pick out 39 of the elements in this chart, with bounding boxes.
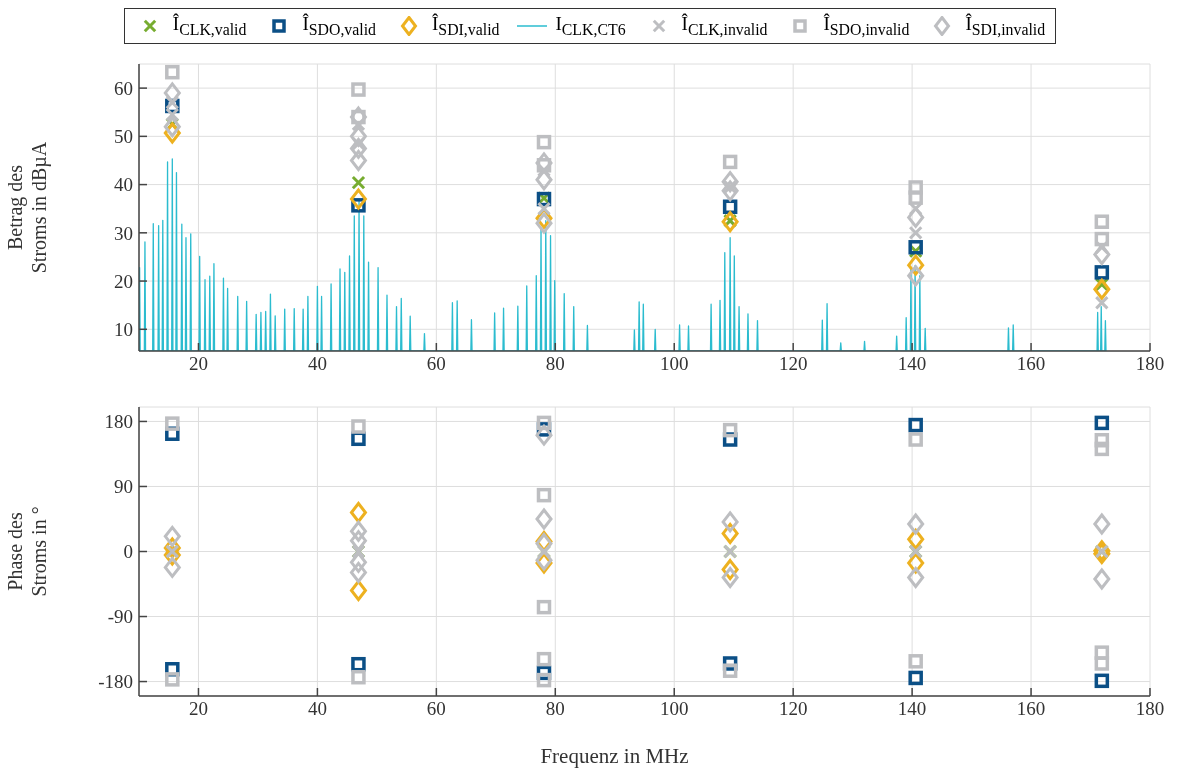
legend-label: Î$_{SDO,valid}$ [302, 13, 377, 39]
y-tick-label: 50 [114, 125, 133, 147]
x-tick-label: 40 [307, 353, 327, 375]
y-tick-label: -90 [107, 606, 133, 628]
x-tick-label: 100 [659, 353, 689, 375]
x-tick-label: 180 [1135, 698, 1165, 720]
y-axis-title: Betrag des Stroms in dBµA [4, 140, 51, 274]
legend-label: Î$_{CLK,invalid}$ [681, 13, 768, 39]
y-tick-label: 40 [114, 174, 133, 196]
x-tick-label: 160 [1016, 353, 1046, 375]
y-tick-label: 0 [123, 541, 133, 563]
y-tick-label: 180 [104, 410, 133, 432]
y-tick-label: 90 [114, 476, 133, 498]
x-tick-label: 20 [188, 353, 208, 375]
legend-label: Î$_{CLK,valid}$ [172, 13, 247, 39]
x-tick-label: 120 [778, 698, 808, 720]
x-tick-label: 180 [1135, 353, 1165, 375]
x-tick-label: 40 [307, 698, 327, 720]
x-tick-label: 80 [545, 353, 565, 375]
x-tick-label: 80 [545, 698, 565, 720]
x-tick-label: 140 [897, 353, 927, 375]
y-tick-label: -180 [98, 671, 133, 693]
x-tick-label: 140 [897, 698, 927, 720]
legend-label: I$_{CLK,CT6}$ [555, 13, 626, 39]
x-tick-label: 60 [426, 698, 446, 720]
x-tick-label: 120 [778, 353, 808, 375]
x-axis-title: Frequenz in MHz [540, 743, 689, 768]
legend-label: Î$_{SDI,valid}$ [432, 13, 500, 39]
y-tick-label: 30 [114, 222, 133, 244]
y-tick-label: 10 [114, 318, 133, 340]
x-tick-label: 20 [188, 698, 208, 720]
x-tick-label: 60 [426, 353, 446, 375]
legend-label: Î$_{SDO,invalid}$ [823, 13, 910, 39]
x-tick-label: 100 [659, 698, 689, 720]
y-tick-label: 20 [114, 270, 133, 292]
y-axis-title: Phase des Stroms in ° [4, 506, 50, 597]
legend-label: Î$_{SDI,invalid}$ [965, 13, 1046, 39]
x-tick-label: 160 [1016, 698, 1046, 720]
y-tick-label: 60 [114, 77, 133, 99]
